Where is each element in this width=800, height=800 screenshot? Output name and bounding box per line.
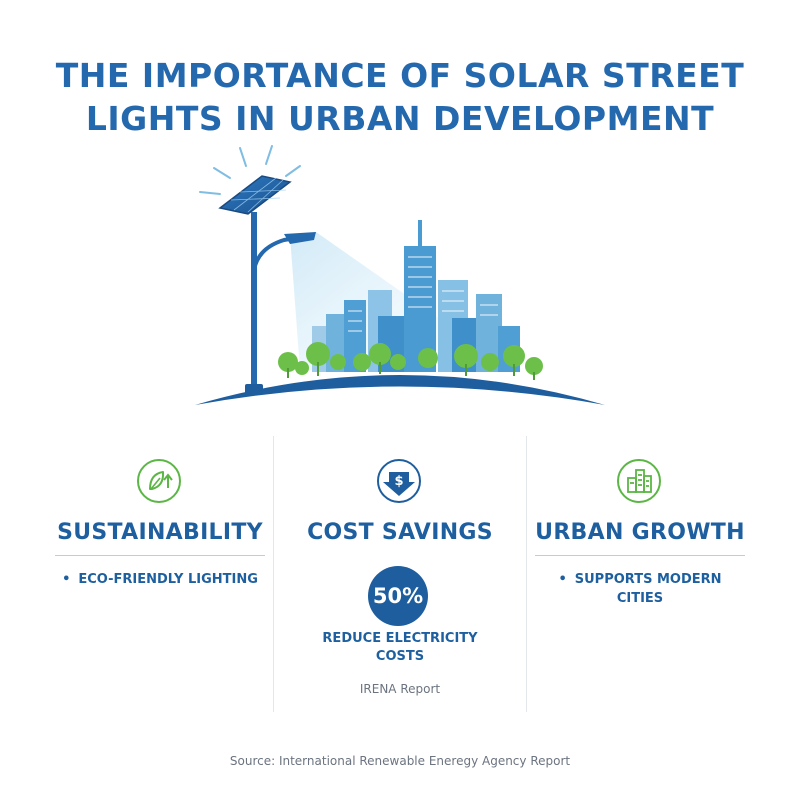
city-buildings-icon [617,459,661,503]
solar-panel-icon [218,175,292,215]
bullet-item: • SUPPORTS MODERN CITIES [520,570,760,608]
percent-badge: 50% [368,566,428,626]
savings-description-line-2: COSTS [375,649,425,664]
bullet-text-line-1: SUPPORTS MODERN [574,572,722,587]
savings-description: REDUCE ELECTRICITY COSTS [280,630,520,666]
street-light-pole [245,212,316,394]
bullet-text-line-2: CITIES [616,591,664,606]
ground-arc [195,375,605,405]
savings-description-line-1: REDUCE ELECTRICITY [322,631,478,646]
column-divider-1 [273,436,274,712]
column-underline [55,555,265,556]
sun-rays-icon [199,145,301,195]
reference-note: IRENA Report [359,682,441,696]
title-line-1: THE IMPORTANCE OF SOLAR STREET [55,56,745,95]
column-divider-2 [526,436,527,712]
bullet-dot: • [62,572,71,587]
trees [278,342,543,375]
column-title: COST SAVINGS [307,520,493,545]
column-title: URBAN GROWTH [535,520,745,545]
bullet-item: • ECO-FRIENDLY LIGHTING [40,570,280,589]
solar-street-light-illustration [195,145,605,405]
source-footnote: Source: International Renewable Eneregy … [229,754,571,768]
page-title: THE IMPORTANCE OF SOLAR STREET LIGHTS IN… [0,54,800,140]
svg-text:$: $ [394,474,403,489]
leaf-arrow-icon [137,459,181,503]
dollar-down-icon: $ [377,459,421,503]
bullet-dot: • [558,572,567,587]
column-underline [535,555,745,556]
bullet-text: ECO-FRIENDLY LIGHTING [78,572,258,587]
column-title: SUSTAINABILITY [57,520,263,545]
title-line-2: LIGHTS IN URBAN DEVELOPMENT [85,99,715,138]
